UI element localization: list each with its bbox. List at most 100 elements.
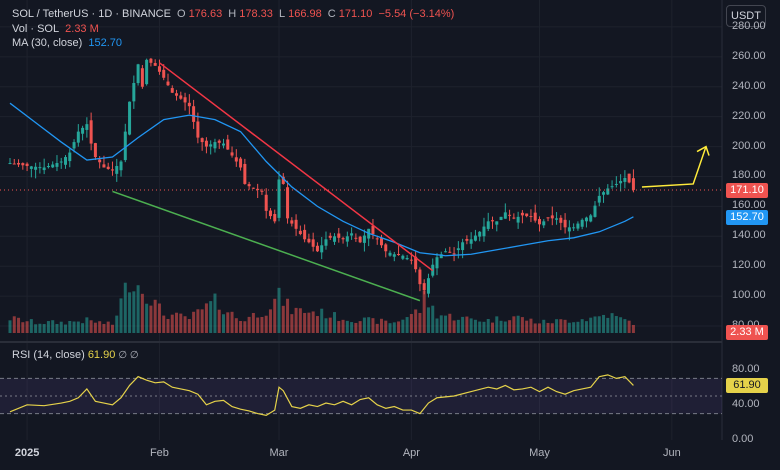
volume-bar [145, 303, 149, 333]
ma-legend[interactable]: MA (30, close) 152.70 [12, 37, 125, 49]
volume-bar [187, 319, 191, 333]
candle-body [55, 163, 59, 167]
candle-body [17, 162, 21, 165]
candle-body [499, 216, 503, 220]
close-label: C [327, 8, 336, 20]
candle-body [473, 235, 477, 241]
candle-body [303, 229, 307, 240]
volume-bar [303, 312, 307, 333]
candle-body [456, 248, 460, 251]
candle-body [230, 152, 234, 156]
candle-body [516, 216, 520, 223]
candle-body [602, 192, 606, 195]
volume-bar [580, 319, 584, 333]
candle-body [149, 58, 153, 63]
candle-body [426, 278, 430, 294]
volume-bar [166, 319, 170, 333]
candle-body [115, 166, 119, 174]
volume-bar [183, 316, 187, 333]
volume-bar [149, 305, 153, 333]
volume-bar [439, 315, 443, 333]
open-label: O [177, 8, 186, 20]
candle-body [606, 188, 610, 195]
volume-bar [354, 322, 358, 333]
volume-bar [491, 322, 495, 333]
candle-body [482, 226, 486, 237]
volume-bar [277, 287, 281, 333]
last-price-tag: 171.10 [726, 182, 768, 198]
volume-bar [239, 321, 243, 333]
candle-body [247, 184, 251, 187]
candle-body [563, 219, 567, 228]
volume-bar [102, 323, 106, 333]
rsi-line [9, 374, 634, 416]
candle-body [42, 167, 46, 171]
candle-body [465, 238, 469, 241]
candle-body [89, 120, 93, 144]
candle-body [627, 173, 631, 183]
volume-bar [367, 317, 371, 333]
rsi-legend[interactable]: RSI (14, close) 61.90 ∅ ∅ [12, 349, 139, 361]
volume-bar [567, 322, 571, 333]
volume-bar [482, 321, 486, 333]
volume-legend[interactable]: Vol · SOL 2.33 M [12, 23, 102, 35]
volume-bar [371, 318, 375, 333]
volume-bar [409, 314, 413, 333]
time-tick-label: May [529, 447, 550, 459]
volume-bar [550, 323, 554, 333]
ma-label: MA (30, close) [12, 37, 83, 49]
volume-bar [379, 318, 383, 333]
time-tick-label: 2025 [14, 447, 40, 459]
candle-body [34, 166, 38, 170]
candle-body [452, 253, 456, 255]
volume-bar [298, 308, 302, 333]
volume-bar [286, 298, 290, 333]
close-value: 171.10 [338, 8, 373, 20]
volume-bar [606, 317, 610, 333]
projection-arrow[interactable] [641, 146, 707, 188]
candle-body [529, 216, 533, 218]
candle-body [281, 176, 285, 184]
volume-bar [46, 321, 50, 333]
support-trendline[interactable] [112, 190, 421, 302]
open-value: 176.63 [188, 8, 223, 20]
volume-bar [461, 316, 465, 333]
candle-body [290, 220, 294, 224]
candle-body [439, 254, 443, 259]
candle-body [166, 81, 170, 86]
volume-bar [358, 321, 362, 333]
candle-body [384, 244, 388, 252]
volume-bar [264, 315, 268, 333]
time-tick-label: Mar [269, 447, 289, 459]
volume-bar [243, 321, 247, 333]
volume-bars [8, 282, 635, 333]
candle-body [268, 210, 272, 217]
volume-bar [294, 307, 298, 333]
candle-body [315, 245, 319, 252]
resistance-trendline[interactable] [158, 62, 434, 272]
volume-bar [110, 324, 114, 333]
candle-body [397, 253, 401, 255]
candle-body [68, 152, 72, 162]
volume-bar [132, 291, 136, 333]
volume-bar [140, 293, 144, 333]
candle-body [46, 166, 50, 168]
candle-body [333, 236, 337, 242]
volume-bar [230, 311, 234, 333]
volume-bar [213, 293, 217, 333]
volume-bar [64, 324, 68, 333]
candle-body [29, 166, 33, 169]
candle-body [264, 194, 268, 211]
currency-button[interactable]: USDT [726, 5, 766, 27]
price-tick-label: 240.00 [732, 79, 766, 92]
candle-body [589, 215, 593, 222]
volume-bar [469, 318, 473, 333]
price-tick-label: 260.00 [732, 49, 766, 62]
volume-bar [388, 323, 392, 333]
volume-bar [495, 316, 499, 333]
candle-body [98, 159, 102, 163]
candle-body [273, 214, 277, 222]
candle-body [362, 235, 366, 243]
